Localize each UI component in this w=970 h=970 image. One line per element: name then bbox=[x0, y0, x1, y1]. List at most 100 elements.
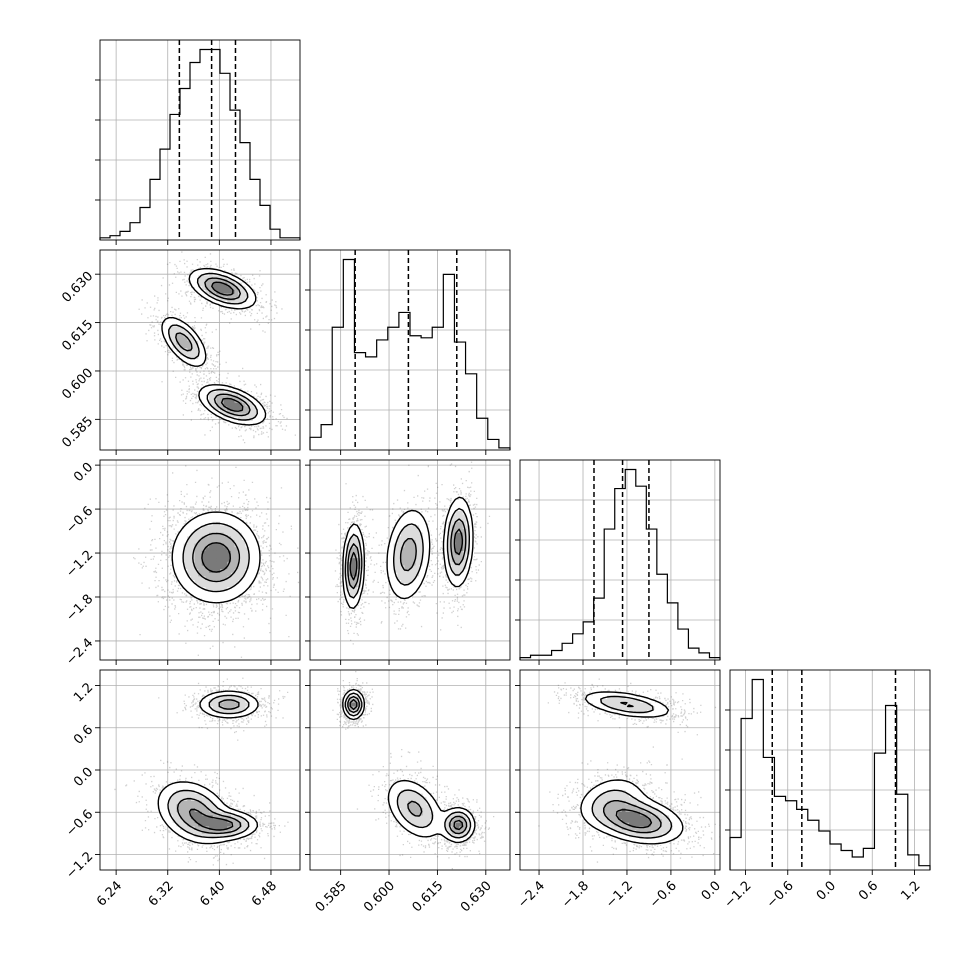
histogram-bar bbox=[250, 179, 260, 240]
panel-p1-p2-density bbox=[334, 460, 491, 645]
histogram-bar bbox=[180, 88, 190, 240]
hist-p2-grid bbox=[520, 460, 720, 660]
hist-p2-frame bbox=[519, 459, 721, 661]
y-tick-label-p1: 0.585 bbox=[59, 414, 96, 451]
histogram-bar bbox=[443, 274, 454, 450]
histogram-bar bbox=[604, 529, 615, 660]
contour-level-2 bbox=[344, 507, 470, 599]
x-tick-label-p3: −0.6 bbox=[764, 878, 797, 911]
histogram-bar bbox=[919, 866, 930, 870]
y-tick-label-p1: 0.615 bbox=[59, 317, 96, 354]
contour-level-1 bbox=[342, 496, 474, 609]
contour-level-4 bbox=[349, 698, 464, 831]
y-tick-label-p1: 0.600 bbox=[59, 366, 96, 403]
histogram-bar bbox=[421, 338, 432, 450]
contour-level-2 bbox=[167, 694, 250, 839]
y-tick-label-p3: 1.2 bbox=[71, 680, 96, 705]
histogram-bar bbox=[321, 425, 332, 450]
contour-level-1 bbox=[342, 688, 476, 844]
histogram-bar bbox=[562, 643, 573, 660]
hist-p0-frame bbox=[99, 39, 301, 241]
panel-p0-p1-density bbox=[138, 251, 296, 444]
histogram-bar bbox=[573, 634, 584, 660]
histogram-bar bbox=[594, 598, 605, 660]
contour-level-3 bbox=[192, 532, 241, 583]
x-tick-label-p1: 0.615 bbox=[410, 878, 447, 915]
histogram-bar bbox=[310, 437, 321, 450]
contour-level-2 bbox=[591, 695, 673, 839]
histogram-bar bbox=[120, 231, 130, 240]
histogram-bar bbox=[908, 855, 919, 870]
histogram-p3 bbox=[729, 678, 931, 870]
x-tick-label-p2: −0.6 bbox=[647, 878, 680, 911]
histogram-bar bbox=[531, 655, 542, 660]
contour-level-4 bbox=[188, 808, 234, 831]
contour-level-1 bbox=[161, 267, 267, 426]
contour-level-1 bbox=[171, 511, 261, 604]
histogram-bar bbox=[808, 820, 819, 870]
histogram-bar bbox=[688, 648, 699, 660]
contour-level-3 bbox=[347, 695, 468, 835]
y-tick-label-p3: 0.0 bbox=[71, 765, 96, 790]
contour-level-3 bbox=[603, 701, 662, 834]
histogram-bar bbox=[260, 205, 270, 240]
contour-level-2 bbox=[344, 692, 472, 839]
x-tick-label-p1: 0.630 bbox=[458, 878, 495, 915]
histogram-bar bbox=[366, 357, 377, 450]
panel-p0-p2-frame bbox=[99, 459, 301, 661]
histogram-bar bbox=[354, 353, 365, 450]
y-tick-label-p3: 0.6 bbox=[71, 722, 96, 747]
y-tick-label-p2: −1.8 bbox=[63, 592, 96, 625]
histogram-bar bbox=[774, 796, 785, 870]
histogram-bar bbox=[819, 831, 830, 870]
x-tick-label-p1: 0.585 bbox=[313, 878, 350, 915]
panel-p1-p3-grid bbox=[310, 670, 510, 870]
x-tick-label-p0: 6.48 bbox=[249, 878, 280, 909]
histogram-p2 bbox=[519, 468, 721, 660]
histogram-bar bbox=[343, 260, 354, 450]
contour-level-4 bbox=[349, 528, 464, 581]
histogram-bar bbox=[730, 838, 741, 870]
histogram-bar bbox=[488, 439, 499, 450]
contour-level-1 bbox=[157, 690, 259, 845]
panel-p0-p2-density bbox=[133, 465, 300, 658]
histogram-bar bbox=[410, 336, 421, 450]
panel-p0-p1-frame bbox=[99, 249, 301, 451]
x-tick-label-p2: −1.2 bbox=[603, 878, 636, 911]
contour-level-2 bbox=[168, 272, 258, 421]
histogram-bar bbox=[220, 73, 230, 240]
histogram-bar bbox=[240, 143, 250, 240]
contour-level-1 bbox=[580, 691, 684, 845]
scatter-points bbox=[114, 677, 289, 866]
y-tick-label-p2: 0.0 bbox=[71, 460, 96, 485]
histogram-bar bbox=[636, 486, 647, 660]
histogram-bar bbox=[678, 629, 689, 660]
histogram-bar bbox=[466, 374, 477, 450]
panel-p0-p3-grid bbox=[100, 670, 300, 870]
histogram-bar bbox=[150, 179, 160, 240]
contour-level-3 bbox=[347, 518, 467, 590]
y-tick-label-p1: 0.630 bbox=[59, 269, 96, 306]
x-tick-label-p2: 0.0 bbox=[699, 878, 724, 903]
x-tick-label-p0: 6.24 bbox=[94, 878, 125, 909]
histogram-bar bbox=[852, 857, 863, 870]
histogram-bar bbox=[741, 718, 752, 870]
contour-level-3 bbox=[176, 699, 242, 835]
contour-level-4 bbox=[201, 542, 231, 573]
panel-p1-p2-grid bbox=[310, 460, 510, 660]
histogram-bar bbox=[552, 650, 563, 660]
x-tick-label-p3: −1.2 bbox=[722, 878, 755, 911]
histogram-bar bbox=[841, 851, 852, 870]
x-tick-label-p0: 6.32 bbox=[146, 878, 177, 909]
y-tick-label-p2: −2.4 bbox=[63, 636, 96, 669]
histogram-bar bbox=[270, 229, 280, 240]
histogram-bar bbox=[140, 208, 150, 240]
histogram-bar bbox=[657, 574, 668, 660]
contour-level-3 bbox=[175, 277, 251, 417]
histogram-bar bbox=[583, 622, 594, 660]
contour-level-4 bbox=[615, 809, 653, 829]
x-tick-label-p0: 6.40 bbox=[197, 878, 228, 909]
contour-level-4 bbox=[211, 281, 244, 412]
panel-p1-p2-frame bbox=[309, 459, 511, 661]
